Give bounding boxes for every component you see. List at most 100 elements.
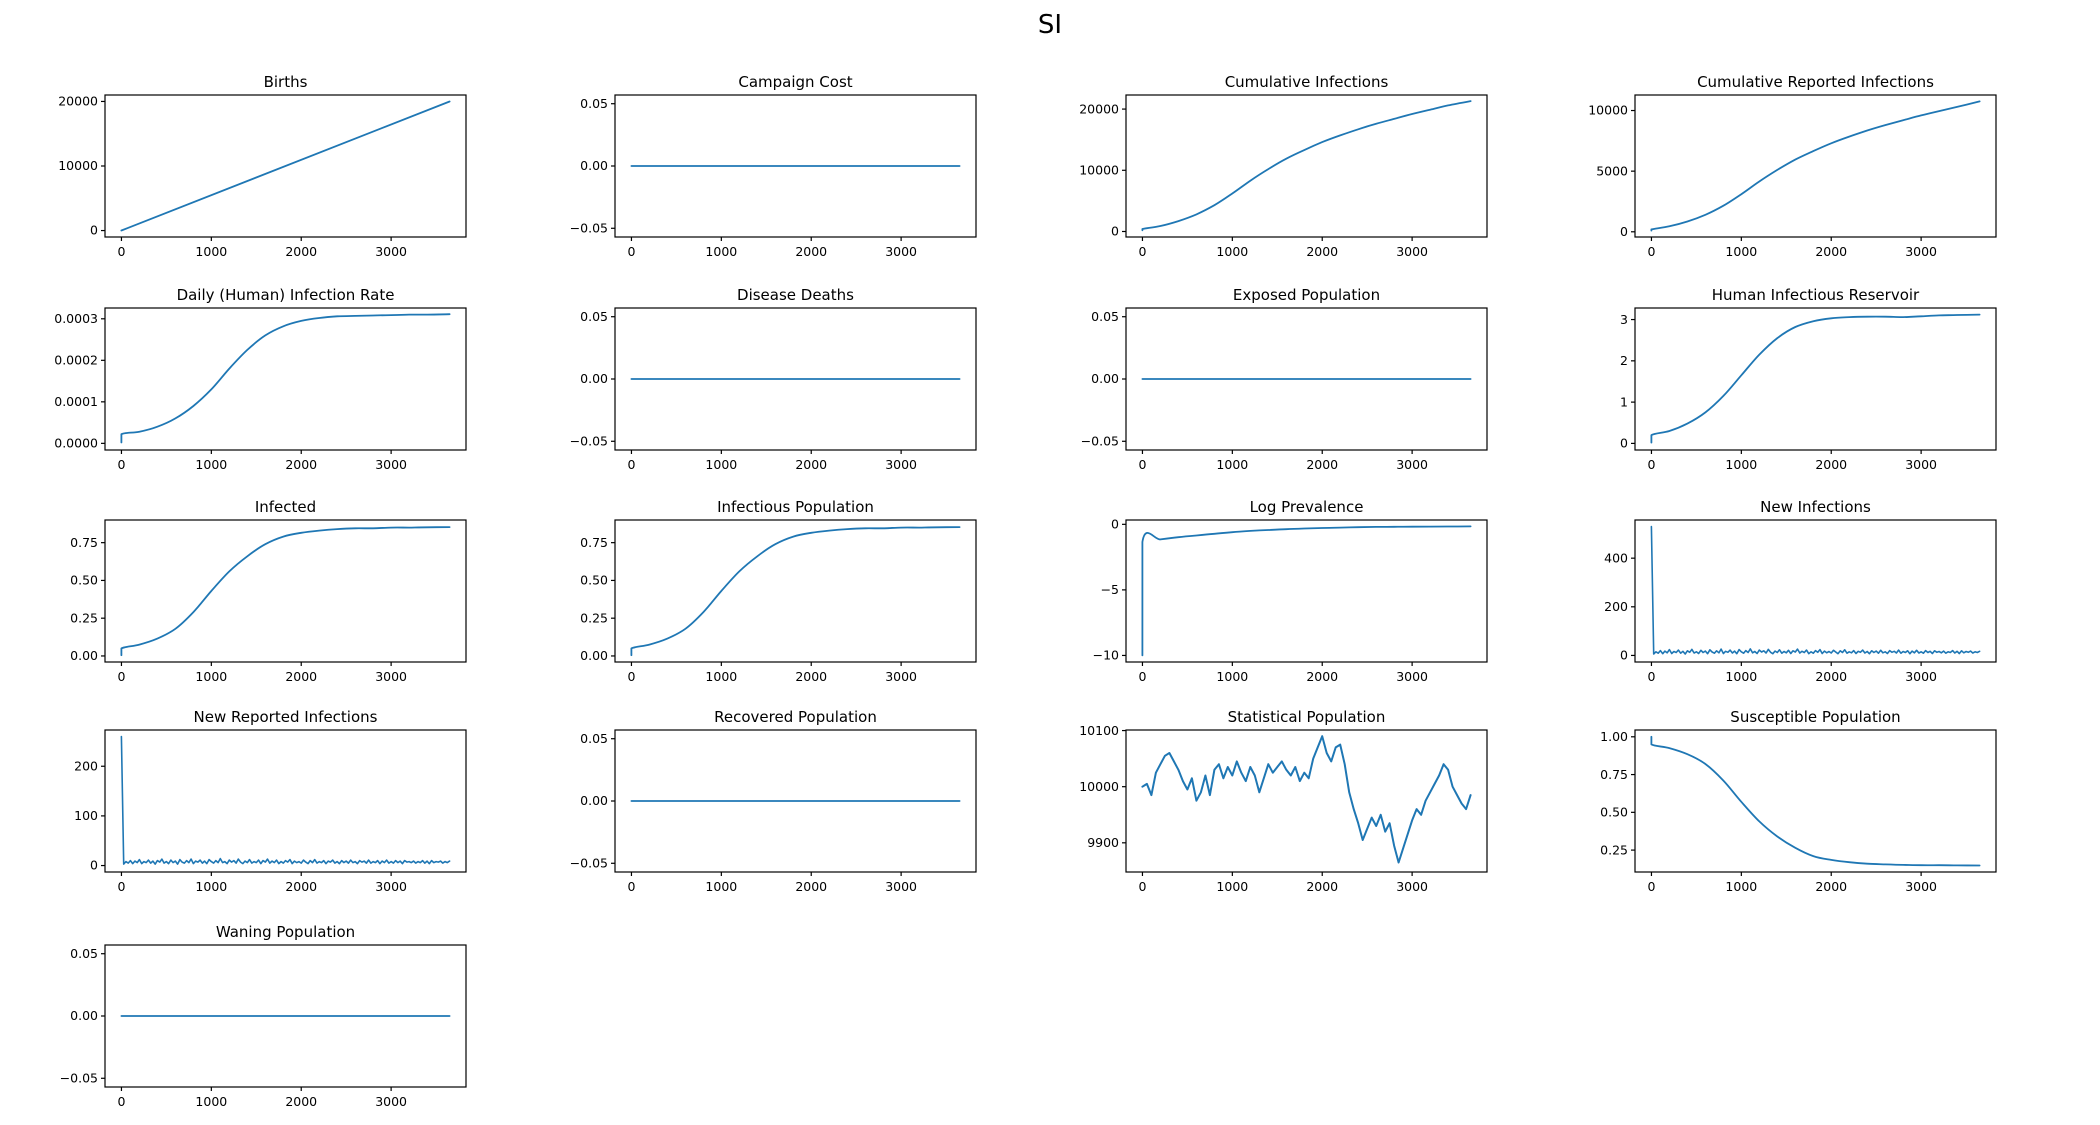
y-tick-label: −0.05 — [570, 433, 608, 448]
y-tick-label: 0 — [1111, 224, 1119, 239]
figure-suptitle: SI — [1037, 10, 1063, 40]
y-tick-label: −0.05 — [1081, 433, 1119, 448]
subplot-human-infectious-reservoir: Human Infectious Reservoir 0 1000 2000 3000 0… — [1620, 286, 1997, 472]
y-tick-label: 0.50 — [70, 573, 98, 588]
y-tick-label: 0.75 — [70, 535, 98, 550]
x-tick-label: 1000 — [1216, 879, 1248, 894]
x-tick-label: 1000 — [195, 879, 227, 894]
x-tick-label: 3000 — [1396, 457, 1428, 472]
subplot-new-infections: New Infections 0 1000 2000 3000 0 200 400 — [1604, 498, 1997, 684]
x-tick-label: 2000 — [1815, 879, 1847, 894]
x-tick-label: 2000 — [285, 457, 317, 472]
x-tick-label: 2000 — [795, 244, 827, 259]
x-tick-label: 0 — [627, 879, 635, 894]
x-tick-label: 0 — [117, 244, 125, 259]
x-tick-label: 1000 — [705, 244, 737, 259]
x-tick-label: 3000 — [375, 244, 407, 259]
y-tick-label: 0.00 — [1091, 371, 1119, 386]
y-tick-label: 10000 — [58, 158, 98, 173]
axes-box — [1634, 94, 1997, 238]
y-tick-label: −0.05 — [570, 220, 608, 235]
y-tick-label: 200 — [1604, 599, 1628, 614]
y-tick-label: 0.05 — [580, 731, 608, 746]
y-tick-label: 0.00 — [70, 1008, 98, 1023]
y-tick-label: 10000 — [1588, 103, 1628, 118]
y-tick-label: 0.25 — [1600, 842, 1628, 857]
subplot-title: Cumulative Infections — [1225, 73, 1389, 91]
series-line — [1141, 525, 1472, 657]
y-tick-label: 0.50 — [1600, 805, 1628, 820]
y-tick-label: 0.0000 — [54, 436, 98, 451]
series-line — [1650, 100, 1981, 232]
x-tick-label: 1000 — [195, 669, 227, 684]
axes-box — [1125, 519, 1488, 663]
y-tick-label: 0.05 — [70, 946, 98, 961]
x-tick-label: 1000 — [1725, 244, 1757, 259]
subplot-waning-population: Waning Population 0 1000 2000 3000 −0.05 0.00 0… — [60, 923, 467, 1109]
x-tick-label: 2000 — [795, 457, 827, 472]
y-tick-label: 0.00 — [580, 158, 608, 173]
y-tick-label: 0 — [1620, 436, 1628, 451]
x-tick-label: 2000 — [1306, 244, 1338, 259]
series-line — [120, 313, 451, 444]
x-tick-label: 3000 — [885, 879, 917, 894]
subplot-title: Daily (Human) Infection Rate — [177, 286, 395, 304]
subplot-title: New Infections — [1760, 498, 1871, 516]
subplot-title: Recovered Population — [714, 708, 877, 726]
x-tick-label: 3000 — [885, 244, 917, 259]
y-tick-label: 0.00 — [580, 371, 608, 386]
subplot-title: Births — [264, 73, 308, 91]
x-tick-label: 3000 — [1905, 244, 1937, 259]
subplot-title: Campaign Cost — [738, 73, 852, 91]
subplot-title: Susceptible Population — [1730, 708, 1900, 726]
x-tick-label: 3000 — [375, 669, 407, 684]
x-tick-label: 2000 — [1815, 244, 1847, 259]
y-tick-label: 9900 — [1087, 835, 1119, 850]
y-tick-label: 200 — [74, 758, 98, 773]
subplot-log-prevalence: Log Prevalence 0 1000 2000 3000 −10 −5 0 — [1093, 498, 1488, 684]
x-tick-label: 1000 — [705, 879, 737, 894]
y-tick-label: 1.00 — [1600, 729, 1628, 744]
x-tick-label: 1000 — [705, 457, 737, 472]
subplot-cumulative-infections: Cumulative Infections 0 1000 2000 3000 0 10000… — [1079, 73, 1488, 259]
axes-box — [1125, 729, 1488, 873]
y-tick-label: −10 — [1093, 648, 1119, 663]
subplot-title: Disease Deaths — [737, 286, 854, 304]
y-tick-label: 0.0003 — [54, 311, 98, 326]
y-tick-label: 2 — [1620, 353, 1628, 368]
x-tick-label: 0 — [1647, 879, 1655, 894]
x-tick-label: 3000 — [1905, 669, 1937, 684]
axes-box — [1634, 729, 1997, 873]
x-tick-label: 3000 — [375, 457, 407, 472]
series-line — [1141, 100, 1472, 232]
x-tick-label: 3000 — [1396, 244, 1428, 259]
subplot-susceptible-population: Susceptible Population 0 1000 2000 3000 0.25 0… — [1600, 708, 1997, 894]
x-tick-label: 1000 — [1216, 669, 1248, 684]
x-tick-label: 0 — [627, 244, 635, 259]
series-line — [120, 100, 451, 232]
x-tick-label: 2000 — [285, 1094, 317, 1109]
y-tick-label: 0.50 — [580, 573, 608, 588]
subplot-title: Exposed Population — [1233, 286, 1380, 304]
y-tick-label: 0.75 — [1600, 767, 1628, 782]
y-tick-label: 10100 — [1079, 723, 1119, 738]
y-tick-label: 0.25 — [580, 610, 608, 625]
x-tick-label: 0 — [1138, 244, 1146, 259]
y-tick-label: 10000 — [1079, 162, 1119, 177]
x-tick-label: 2000 — [1815, 669, 1847, 684]
series-line — [630, 526, 961, 657]
y-tick-label: 3 — [1620, 312, 1628, 327]
subplot-infectious-population: Infectious Population 0 1000 2000 3000 0.00 0.… — [580, 498, 977, 684]
x-tick-label: 0 — [1647, 669, 1655, 684]
x-tick-label: 1000 — [1216, 244, 1248, 259]
y-tick-label: 10000 — [1079, 779, 1119, 794]
x-tick-label: 1000 — [195, 457, 227, 472]
y-tick-label: 0 — [1620, 648, 1628, 663]
x-tick-label: 3000 — [375, 879, 407, 894]
y-tick-label: 0 — [90, 858, 98, 873]
y-tick-label: 0.00 — [580, 648, 608, 663]
y-tick-label: 0 — [1620, 224, 1628, 239]
y-tick-label: −5 — [1101, 582, 1119, 597]
y-tick-label: 0 — [90, 223, 98, 238]
axes-box — [614, 519, 977, 663]
